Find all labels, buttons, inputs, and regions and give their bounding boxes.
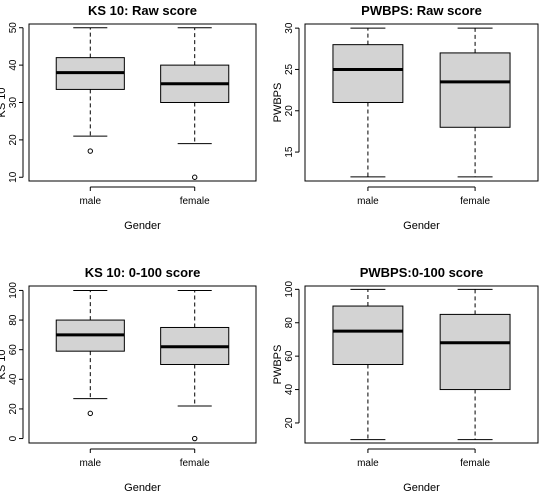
y-tick-label: 60 [8,344,19,356]
x-tick-label: female [180,458,210,469]
box-male [332,288,404,441]
x-tick-label: female [460,196,490,207]
y-tick-label: 25 [284,63,295,75]
iqr-box [439,52,511,128]
x-tick-label: male [79,196,101,207]
chart-title: PWBPS: Raw score [361,3,482,18]
y-axis-label: KS 10 [0,350,8,380]
plot-frame [304,285,539,444]
y-tick-label: 40 [284,384,295,396]
y-tick-label: 80 [284,317,295,329]
x-axis-label: Gender [124,482,161,492]
y-tick-label: 100 [8,282,19,299]
outlier-point [192,435,198,442]
y-tick-label: 10 [8,171,19,183]
x-tick-label: female [180,196,210,207]
y-tick-label: 20 [8,403,19,415]
plot-frame [28,23,257,182]
y-axis-label: PWBPS [272,345,284,385]
y-tick-label: 0 [8,435,19,441]
chart-title: PWBPS:0-100 score [360,265,484,280]
y-axis-label: KS 10 [0,88,8,118]
y-tick-label: 30 [284,22,295,34]
chart-title: KS 10: 0-100 score [85,265,201,280]
box-female [160,289,230,442]
box-male [332,27,404,178]
box-male [55,289,125,417]
iqr-box [332,305,404,365]
x-axis-label: Gender [403,482,440,492]
chart-panel-3: KS 10: 0-100 score 0 20 40 60 80 100 KS 10 male f… [0,265,257,492]
y-tick-label: 40 [8,59,19,71]
chart-panel-2: PWBPS: Raw score 15 20 25 30 PWBPS male female G… [272,3,539,232]
iqr-box [439,313,511,391]
y-tick-label: 80 [8,314,19,326]
x-axis-label: Gender [124,220,161,232]
x-tick-label: female [460,458,490,469]
box-male [55,27,125,154]
box-female [439,27,511,178]
outlier-point [192,174,198,180]
y-tick-label: 40 [8,373,19,385]
box-female [439,288,511,441]
chart-panel-1: KS 10: Raw score 10 20 30 40 50 KS 10 male femal… [0,3,257,232]
y-tick-label: 20 [284,417,295,429]
x-tick-label: male [357,458,379,469]
outlier-point [87,148,93,154]
plot-frame [28,285,257,444]
box-female [160,27,230,180]
y-tick-label: 100 [284,281,295,298]
x-tick-label: male [357,196,379,207]
chart-title: KS 10: Raw score [88,3,197,18]
y-tick-label: 30 [8,97,19,109]
x-axis-label: Gender [403,220,440,232]
y-tick-label: 50 [8,22,19,34]
y-axis-label: PWBPS [272,83,284,123]
outlier-point [87,410,93,417]
iqr-box [332,44,404,103]
y-tick-label: 15 [284,146,295,158]
x-tick-label: male [79,458,101,469]
chart-panel-4: PWBPS:0-100 score 20 40 60 80 100 PWBPS male fem… [272,265,539,492]
plot-frame [304,23,539,182]
y-tick-label: 60 [284,350,295,362]
y-tick-label: 20 [8,134,19,146]
y-tick-label: 20 [284,105,295,117]
